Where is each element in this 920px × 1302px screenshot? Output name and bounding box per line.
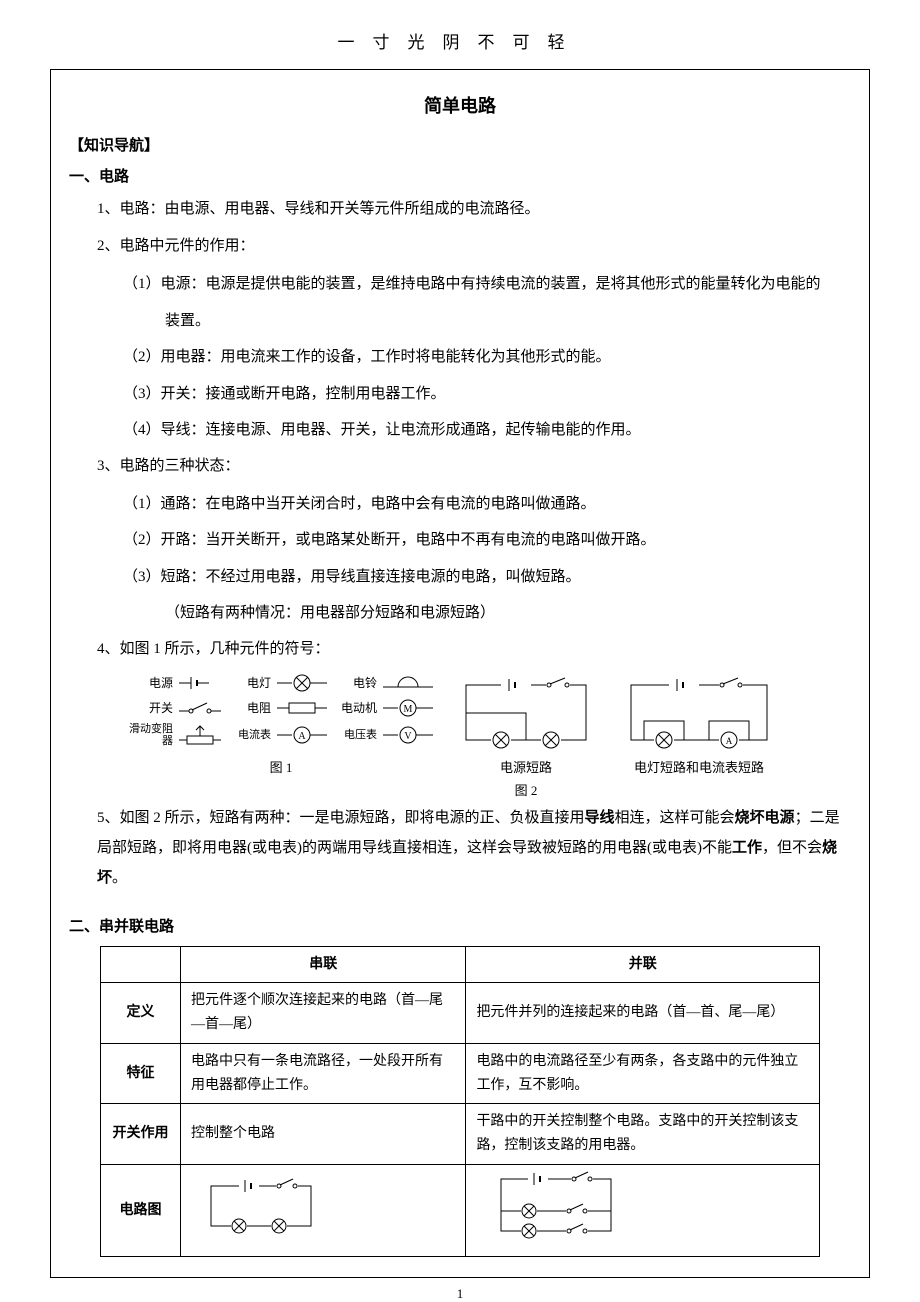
voltmeter-icon: V [383, 726, 433, 744]
sym-ammeter-label: 电流表 [227, 729, 271, 741]
section1-heading: 一、电路 [69, 165, 851, 186]
sym-rheostat-label: 滑动变阻器 [129, 723, 173, 747]
switch-icon [179, 699, 221, 717]
para-2-1a: （1）电源：电源是提供电能的装置，是维持电路中有持续电流的装置，是将其他形式的能… [69, 270, 851, 299]
sym-power-label: 电源 [129, 674, 173, 691]
battery-icon [179, 674, 221, 692]
para-2-4: （4）导线：连接电源、用电器、开关，让电流形成通路，起传输电能的作用。 [69, 416, 851, 445]
col-series: 串联 [181, 946, 466, 983]
rheostat-icon [179, 724, 221, 746]
row-diagram: 电路图 [101, 1165, 181, 1257]
sym-resistor-label: 电阻 [227, 699, 271, 716]
svg-text:M: M [404, 704, 413, 715]
page-header: 一寸光阴不可轻 [0, 0, 920, 69]
p5d: ，但不会 [762, 840, 822, 856]
p5b: 相连，这样可能会 [615, 810, 735, 826]
svg-text:A: A [298, 731, 306, 742]
diagram-parallel [466, 1165, 820, 1257]
short2-caption: 电灯短路和电流表短路 [634, 757, 764, 776]
table-corner [101, 946, 181, 983]
doc-title: 简单电路 [69, 92, 851, 118]
para-2-1b: 装置。 [69, 307, 851, 336]
sym-lamp-label: 电灯 [227, 674, 271, 691]
series-circuit-icon [191, 1176, 331, 1236]
row-def: 定义 [101, 983, 181, 1044]
para-1: 1、电路：由电源、用电器、导线和开关等元件所组成的电流路径。 [69, 196, 851, 223]
p5e: 。 [112, 870, 127, 886]
parallel-circuit-icon [476, 1171, 636, 1241]
lamp-icon [277, 674, 327, 692]
p5-work: 工作 [732, 840, 762, 856]
sym-switch-label: 开关 [129, 699, 173, 716]
page-frame: 简单电路 【知识导航】 一、电路 1、电路：由电源、用电器、导线和开关等元件所组… [50, 69, 870, 1278]
short1-caption: 电源短路 [500, 757, 552, 776]
fig1-caption: 图 1 [270, 757, 293, 776]
para-4: 4、如图 1 所示，几种元件的符号： [69, 636, 851, 663]
p5-wire: 导线 [585, 810, 615, 826]
p5a: 5、如图 2 所示，短路有两种：一是电源短路，即将电源的正、负极直接用 [97, 810, 585, 826]
para-5: 5、如图 2 所示，短路有两种：一是电源短路，即将电源的正、负极直接用导线相连，… [69, 803, 851, 893]
para-2: 2、电路中元件的作用： [69, 233, 851, 260]
bell-icon [383, 673, 433, 693]
para-3-3b: （短路有两种情况：用电器部分短路和电源短路） [69, 599, 851, 628]
switch-series: 控制整个电路 [181, 1104, 466, 1165]
figures-row: 电源 电灯 电铃 开关 电阻 电动机 M 滑动变阻器 [69, 673, 851, 799]
ammeter-icon: A [277, 726, 327, 744]
diagram-series [181, 1165, 466, 1257]
para-2-2: （2）用电器：用电流来工作的设备，工作时将电能转化为其他形式的能。 [69, 343, 851, 372]
page-number: 1 [0, 1286, 920, 1302]
resistor-icon [277, 699, 327, 717]
col-parallel: 并联 [466, 946, 820, 983]
para-3: 3、电路的三种状态： [69, 453, 851, 480]
row-switch: 开关作用 [101, 1104, 181, 1165]
nav-heading: 【知识导航】 [69, 134, 851, 155]
source-short-circuit-icon [451, 673, 601, 753]
fig2-caption: 图 2 [515, 780, 538, 799]
sym-voltmeter-label: 电压表 [333, 729, 377, 741]
para-3-2: （2）开路：当开关断开，或电路某处断开，电路中不再有电流的电路叫做开路。 [69, 526, 851, 555]
section2-heading: 二、串并联电路 [69, 915, 851, 936]
p5-burn: 烧坏电源 [735, 810, 795, 826]
para-2-3: （3）开关：接通或断开电路，控制用电器工作。 [69, 380, 851, 409]
para-3-3: （3）短路：不经过用电器，用导线直接连接电源的电路，叫做短路。 [69, 563, 851, 592]
feature-series: 电路中只有一条电流路径，一处段开所有用电器都停止工作。 [181, 1043, 466, 1104]
switch-parallel: 干路中的开关控制整个电路。支路中的开关控制该支路，控制该支路的用电器。 [466, 1104, 820, 1165]
feature-parallel: 电路中的电流路径至少有两条，各支路中的元件独立工作，互不影响。 [466, 1043, 820, 1104]
figure-2b: A 电灯短路和电流表短路 [619, 673, 779, 776]
sym-bell-label: 电铃 [333, 674, 377, 691]
figure-2a: 电源短路 图 2 [451, 673, 601, 799]
para-3-1: （1）通路：在电路中当开关闭合时，电路中会有电流的电路叫做通路。 [69, 490, 851, 519]
def-series: 把元件逐个顺次连接起来的电路（首—尾—首—尾） [181, 983, 466, 1044]
svg-text:V: V [404, 731, 412, 742]
series-parallel-table: 串联 并联 定义 把元件逐个顺次连接起来的电路（首—尾—首—尾） 把元件并列的连… [100, 946, 820, 1257]
figure-1: 电源 电灯 电铃 开关 电阻 电动机 M 滑动变阻器 [129, 673, 433, 776]
motor-icon: M [383, 699, 433, 717]
def-parallel: 把元件并列的连接起来的电路（首—首、尾—尾） [466, 983, 820, 1044]
sym-motor-label: 电动机 [333, 699, 377, 716]
row-feature: 特征 [101, 1043, 181, 1104]
svg-text:A: A [726, 736, 733, 746]
partial-short-circuit-icon: A [619, 673, 779, 753]
